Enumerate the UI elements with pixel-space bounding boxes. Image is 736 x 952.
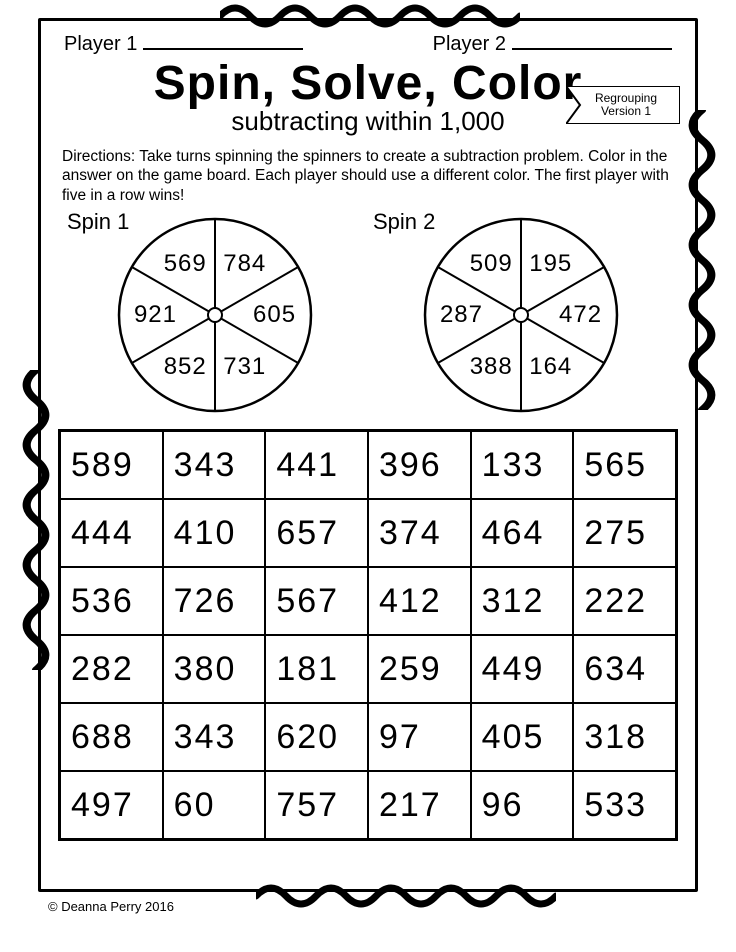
spinner2[interactable]: 195 472 164 388 287 509 xyxy=(421,215,621,415)
squiggle-left xyxy=(22,370,50,670)
spinner2-value-1: 472 xyxy=(559,301,602,329)
grid-cell[interactable]: 405 xyxy=(471,703,574,771)
grid-cell[interactable]: 133 xyxy=(471,431,574,499)
spinner2-value-5: 509 xyxy=(470,250,513,278)
grid-cell[interactable]: 60 xyxy=(163,771,266,839)
grid-cell[interactable]: 412 xyxy=(368,567,471,635)
players-row: Player 1 Player 2 xyxy=(58,30,678,56)
grid-cell[interactable]: 536 xyxy=(60,567,163,635)
spinner1-value-3: 852 xyxy=(164,353,207,381)
grid-cell[interactable]: 657 xyxy=(265,499,368,567)
grid-cell[interactable]: 275 xyxy=(573,499,676,567)
player2-label: Player 2 xyxy=(433,32,672,56)
grid-cell[interactable]: 757 xyxy=(265,771,368,839)
grid-cell[interactable]: 312 xyxy=(471,567,574,635)
grid-cell[interactable]: 620 xyxy=(265,703,368,771)
grid-cell[interactable]: 688 xyxy=(60,703,163,771)
grid-cell[interactable]: 565 xyxy=(573,431,676,499)
grid-cell[interactable]: 634 xyxy=(573,635,676,703)
squiggle-right xyxy=(688,110,716,410)
grid-cell[interactable]: 726 xyxy=(163,567,266,635)
grid-cell[interactable]: 374 xyxy=(368,499,471,567)
spinner1-value-2: 731 xyxy=(223,353,266,381)
grid-cell[interactable]: 444 xyxy=(60,499,163,567)
version-banner: Regrouping Version 1 xyxy=(566,86,680,124)
grid-cell[interactable]: 217 xyxy=(368,771,471,839)
player2-blank[interactable] xyxy=(512,32,672,50)
spinner1-value-4: 921 xyxy=(134,301,177,329)
squiggle-bottom xyxy=(256,884,556,908)
spinner2-value-2: 164 xyxy=(529,353,572,381)
player1-text: Player 1 xyxy=(64,33,137,56)
grid-cell[interactable]: 533 xyxy=(573,771,676,839)
grid-cell[interactable]: 343 xyxy=(163,431,266,499)
spinner1-block: Spin 1 784605731852921569 xyxy=(115,215,315,415)
grid-cell[interactable]: 343 xyxy=(163,703,266,771)
spinner2-block: Spin 2 195472164388287509 xyxy=(421,215,621,415)
worksheet-content: Player 1 Player 2 Spin, Solve, Color sub… xyxy=(38,18,698,894)
spinner1[interactable]: 784 605 731 852 921 569 xyxy=(115,215,315,415)
spinner1-value-0: 784 xyxy=(223,250,266,278)
grid-cell[interactable]: 96 xyxy=(471,771,574,839)
grid-cell[interactable]: 181 xyxy=(265,635,368,703)
grid-cell[interactable]: 380 xyxy=(163,635,266,703)
player1-label: Player 1 xyxy=(64,32,303,56)
spinner2-value-3: 388 xyxy=(470,353,513,381)
grid-cell[interactable]: 589 xyxy=(60,431,163,499)
player1-blank[interactable] xyxy=(143,32,303,50)
spinner2-value-4: 287 xyxy=(440,301,483,329)
grid-cell[interactable]: 222 xyxy=(573,567,676,635)
grid-cell[interactable]: 282 xyxy=(60,635,163,703)
grid-cell[interactable]: 396 xyxy=(368,431,471,499)
player2-text: Player 2 xyxy=(433,33,506,56)
grid-cell[interactable]: 441 xyxy=(265,431,368,499)
grid-cell[interactable]: 567 xyxy=(265,567,368,635)
grid-cell[interactable]: 410 xyxy=(163,499,266,567)
grid-cell[interactable]: 97 xyxy=(368,703,471,771)
spinner2-value-0: 195 xyxy=(529,250,572,278)
grid-cell[interactable]: 464 xyxy=(471,499,574,567)
directions-text: Directions: Take turns spinning the spin… xyxy=(58,147,678,205)
spinners-row: Spin 1 784605731852921569 Spin 2 1954721… xyxy=(58,215,678,415)
grid-cell[interactable]: 497 xyxy=(60,771,163,839)
banner-line2: Version 1 xyxy=(595,105,657,118)
grid-cell[interactable]: 259 xyxy=(368,635,471,703)
squiggle-top xyxy=(220,4,520,28)
copyright-text: © Deanna Perry 2016 xyxy=(48,899,174,914)
spinner1-value-5: 569 xyxy=(164,250,207,278)
spinner1-value-1: 605 xyxy=(253,301,296,329)
grid-cell[interactable]: 449 xyxy=(471,635,574,703)
grid-cell[interactable]: 318 xyxy=(573,703,676,771)
game-board-grid: 5893434413961335654444106573744642755367… xyxy=(58,429,678,841)
